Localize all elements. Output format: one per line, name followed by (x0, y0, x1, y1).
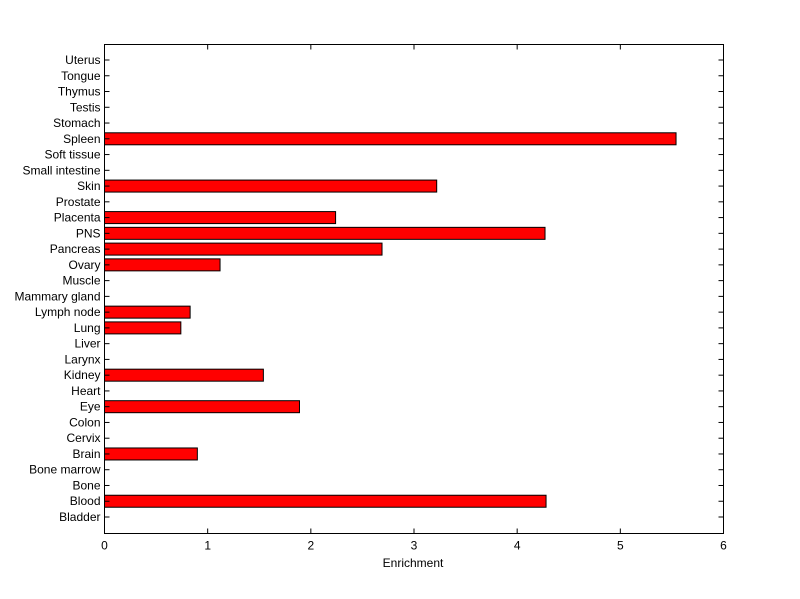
bar-kidney (104, 368, 264, 382)
y-tick-label-skin: Skin (77, 179, 100, 193)
x-tick-label-6: 6 (720, 539, 727, 553)
bar-placenta (104, 211, 337, 225)
y-tick-label-small-intestine: Small intestine (22, 163, 100, 177)
bar-lung (104, 321, 182, 335)
bar-eye (104, 400, 300, 414)
y-tick-label-prostate: Prostate (56, 195, 101, 209)
y-tick-label-liver: Liver (74, 337, 100, 351)
y-tick-label-lung: Lung (74, 321, 101, 335)
bar-brain (104, 447, 198, 461)
y-tick-label-colon: Colon (69, 415, 100, 429)
x-tick-label-0: 0 (101, 539, 108, 553)
bar-ovary (104, 258, 221, 272)
y-tick-label-mammary-gland: Mammary gland (14, 289, 100, 303)
y-tick-label-cervix: Cervix (66, 431, 100, 445)
y-tick-label-lymph-node: Lymph node (35, 305, 101, 319)
bar-pancreas (104, 242, 383, 256)
y-tick-label-bladder: Bladder (59, 510, 100, 524)
y-tick-label-stomach: Stomach (53, 116, 100, 130)
y-tick-label-bone: Bone (72, 478, 100, 492)
bar-lymph-node (104, 305, 191, 319)
y-tick-label-spleen: Spleen (63, 132, 100, 146)
bars-group (104, 132, 677, 508)
x-tick-label-4: 4 (514, 539, 521, 553)
y-tick-label-heart: Heart (71, 384, 101, 398)
y-tick-label-kidney: Kidney (64, 368, 101, 382)
ticks-group (104, 44, 724, 534)
x-axis-label: Enrichment (383, 556, 444, 570)
y-tick-label-muscle: Muscle (62, 274, 100, 288)
bar-spleen (104, 132, 677, 146)
y-tick-label-testis: Testis (70, 100, 101, 114)
y-tick-label-eye: Eye (80, 400, 101, 414)
y-tick-label-thymus: Thymus (58, 85, 101, 99)
y-tick-label-ovary: Ovary (68, 258, 100, 272)
y-tick-label-larynx: Larynx (64, 352, 100, 366)
y-tick-label-bone-marrow: Bone marrow (29, 463, 101, 477)
y-tick-label-soft-tissue: Soft tissue (44, 148, 100, 162)
y-tick-label-pancreas: Pancreas (50, 242, 101, 256)
bar-pns (104, 226, 546, 240)
y-tick-label-blood: Blood (70, 494, 101, 508)
x-tick-label-2: 2 (307, 539, 314, 553)
y-tick-label-brain: Brain (72, 447, 100, 461)
bar-blood (104, 494, 547, 508)
x-tick-label-3: 3 (411, 539, 418, 553)
y-tick-label-placenta: Placenta (54, 211, 101, 225)
y-tick-label-pns: PNS (76, 226, 101, 240)
x-tick-label-5: 5 (617, 539, 624, 553)
y-tick-label-tongue: Tongue (61, 69, 101, 83)
bar-skin (104, 179, 438, 193)
y-tick-label-uterus: Uterus (65, 53, 100, 67)
x-tick-label-1: 1 (204, 539, 211, 553)
